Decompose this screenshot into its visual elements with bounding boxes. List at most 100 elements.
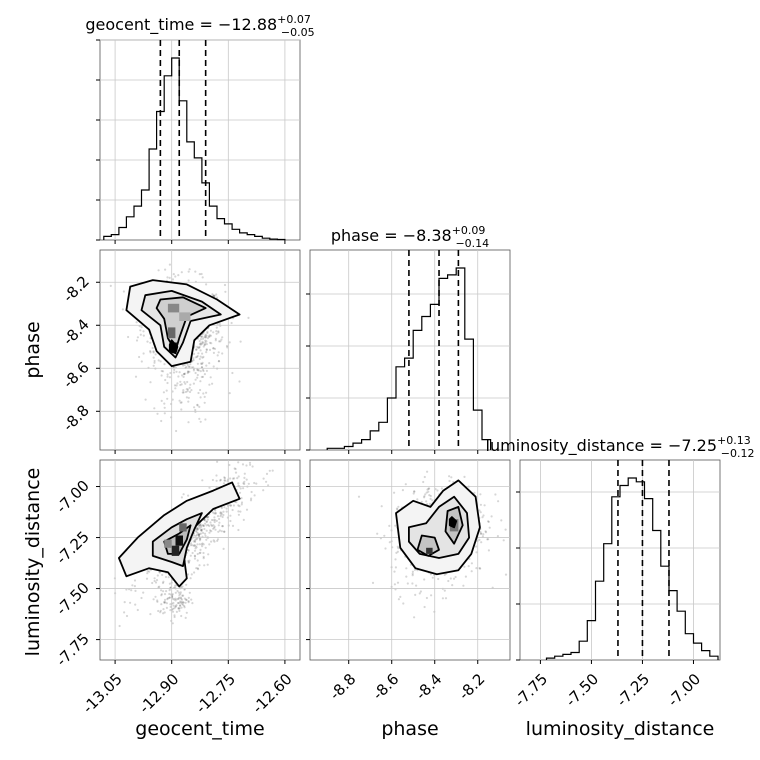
sample-point — [197, 346, 200, 349]
sample-point — [223, 283, 227, 287]
sample-point — [238, 505, 241, 508]
sample-point — [171, 593, 174, 596]
sample-point — [162, 590, 165, 593]
sample-point — [181, 585, 184, 588]
sample-point — [131, 584, 134, 587]
sample-point — [172, 273, 175, 276]
sample-point — [423, 578, 426, 581]
sample-point — [211, 382, 214, 385]
sample-point — [192, 359, 195, 362]
sample-point — [204, 546, 207, 549]
sample-point — [200, 525, 203, 529]
sample-point — [393, 570, 396, 573]
sample-point — [199, 548, 202, 552]
sample-point — [209, 521, 212, 524]
sample-point — [240, 497, 243, 500]
sample-point — [188, 365, 191, 368]
sample-point — [151, 581, 154, 585]
sample-point — [217, 360, 220, 363]
sample-point — [219, 515, 222, 518]
y-tick-label: -7.50 — [53, 579, 93, 619]
sample-point — [166, 373, 169, 376]
y-tick-label: -7.00 — [53, 477, 93, 517]
sample-point — [443, 573, 446, 577]
sample-point — [205, 391, 208, 394]
sample-point — [198, 527, 201, 530]
sample-point — [488, 526, 491, 529]
sample-point — [253, 494, 256, 497]
marks-layer — [103, 40, 719, 660]
sample-point — [215, 474, 218, 477]
panel-title-lower: −0.05 — [281, 26, 315, 39]
sample-point — [198, 405, 201, 408]
sample-point — [214, 511, 217, 514]
sample-point — [204, 334, 207, 337]
sample-point — [160, 589, 163, 592]
sample-point — [380, 505, 383, 508]
sample-point — [419, 590, 422, 593]
sample-point — [221, 525, 224, 528]
sample-point — [206, 337, 209, 340]
sample-point — [231, 371, 234, 375]
sample-point — [163, 593, 167, 596]
sample-point — [134, 603, 137, 606]
sample-point — [237, 461, 240, 464]
sample-point — [195, 355, 199, 359]
sample-point — [251, 465, 254, 468]
sample-point — [191, 551, 194, 555]
sample-point — [467, 565, 470, 568]
y-tick-label: -8.8 — [59, 401, 92, 434]
sample-point — [384, 547, 387, 550]
sample-point — [204, 418, 207, 421]
sample-point — [198, 533, 201, 536]
sample-point — [172, 371, 176, 374]
sample-point — [240, 501, 244, 504]
sample-point — [135, 321, 138, 324]
sample-point — [450, 476, 453, 479]
sample-point — [179, 601, 182, 604]
sample-point — [211, 293, 214, 296]
x-tick-label: -12.75 — [192, 670, 239, 717]
contour-inner — [416, 534, 440, 557]
sample-point — [211, 511, 214, 514]
sample-point — [192, 369, 195, 372]
sample-point — [183, 363, 186, 367]
sample-point — [189, 577, 192, 580]
sample-point — [187, 596, 190, 600]
sample-point — [428, 502, 431, 505]
sample-point — [229, 504, 232, 507]
sample-point — [162, 580, 165, 583]
sample-point — [210, 523, 213, 526]
sample-point — [248, 461, 252, 464]
sample-point — [482, 514, 485, 517]
sample-point — [118, 624, 121, 628]
sample-point — [189, 383, 192, 386]
sample-point — [139, 333, 142, 336]
sample-point — [203, 401, 206, 404]
sample-point — [249, 463, 252, 466]
sample-point — [205, 524, 208, 527]
sample-point — [423, 496, 426, 499]
sample-point — [253, 481, 256, 485]
sample-point — [222, 510, 225, 513]
sample-point — [193, 544, 196, 547]
sample-point — [190, 598, 193, 601]
sample-point — [479, 511, 482, 514]
sample-point — [206, 518, 209, 521]
sample-point — [383, 534, 386, 537]
sample-point — [200, 362, 204, 366]
sample-point — [395, 507, 399, 510]
sample-point — [161, 370, 165, 373]
sample-point — [393, 583, 396, 586]
sample-point — [176, 601, 179, 605]
x-tick-label: -13.05 — [79, 670, 126, 717]
sample-point — [194, 545, 197, 548]
sample-point — [177, 274, 180, 277]
sample-point — [490, 515, 493, 518]
sample-point — [178, 604, 182, 608]
sample-point — [169, 609, 172, 612]
sample-point — [437, 577, 440, 581]
sample-point — [199, 420, 202, 423]
sample-point — [428, 487, 431, 490]
sample-point — [212, 331, 215, 334]
